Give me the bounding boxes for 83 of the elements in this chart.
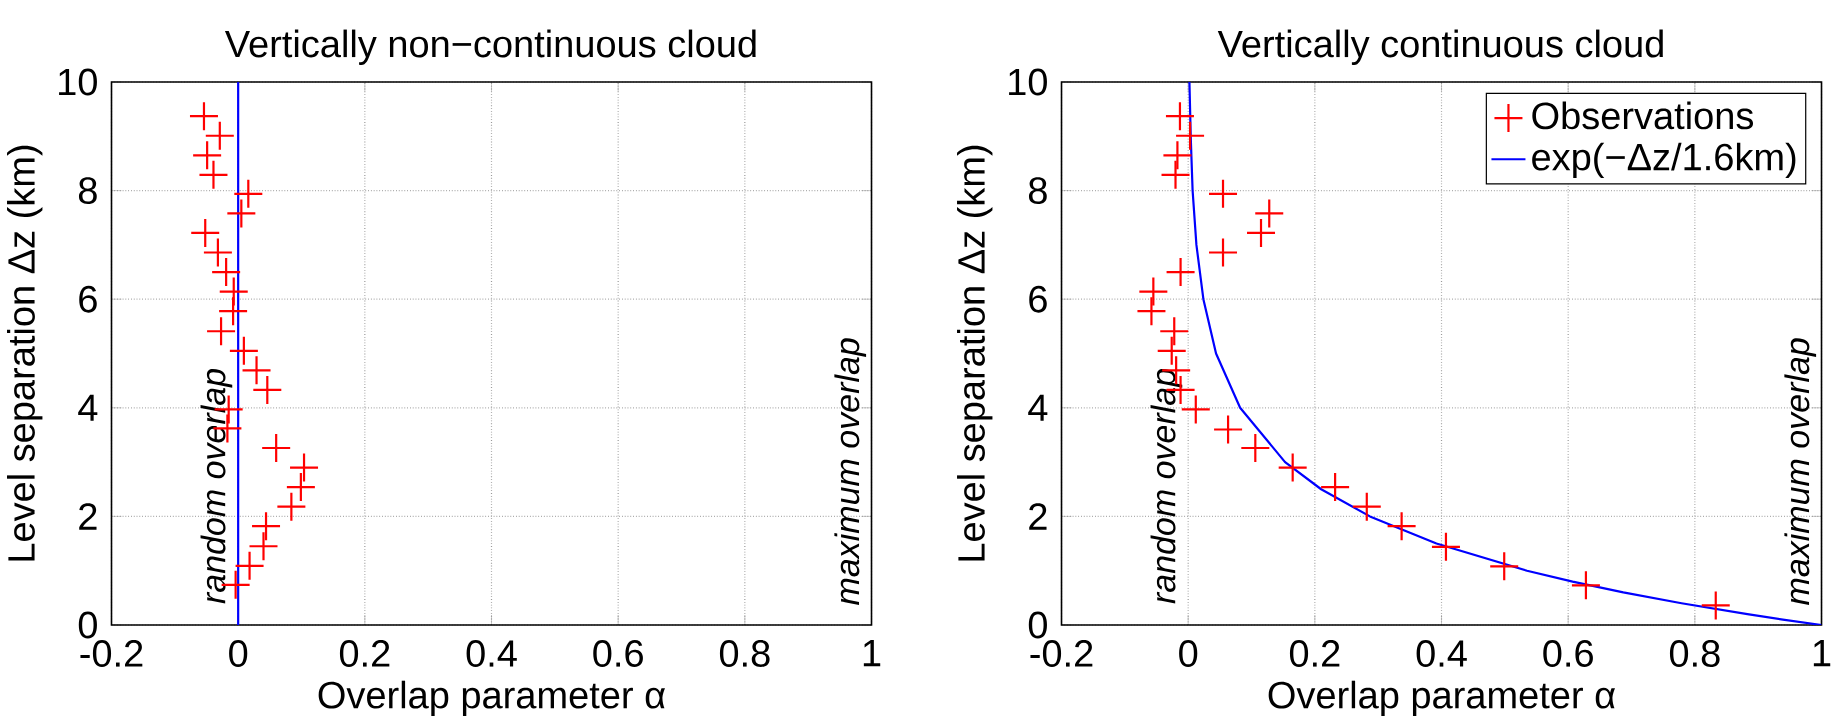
x-tick-label: 1	[1813, 640, 1831, 667]
point	[277, 492, 306, 521]
point	[1165, 102, 1194, 131]
point	[1352, 492, 1381, 521]
point	[207, 317, 236, 346]
point	[1209, 238, 1238, 267]
point	[1161, 160, 1190, 189]
legend-label: exp(−Δz/1.6km)	[1532, 142, 1796, 179]
x-tick-label: 0.8	[719, 640, 770, 667]
point	[1278, 453, 1307, 482]
point	[242, 356, 271, 385]
point	[1176, 121, 1205, 150]
x-tick-label: -0.2	[80, 640, 143, 667]
point	[1157, 336, 1186, 365]
y-tick-label: 6	[1029, 285, 1047, 313]
x-tick-label: 1	[863, 640, 881, 667]
y-tick-label: 6	[79, 285, 97, 313]
point	[1160, 317, 1189, 346]
x-axis-title: Overlap parameter α	[1268, 680, 1616, 716]
point	[252, 512, 281, 541]
annotation: maximum overlap	[1784, 338, 1817, 605]
annotation: maximum overlap	[834, 338, 867, 605]
x-tick-label: 0	[229, 640, 248, 667]
point	[262, 433, 291, 462]
x-tick-label: 0.4	[1416, 640, 1467, 667]
x-tick-label: 0	[1179, 640, 1198, 667]
y-tick-label: 8	[1028, 177, 1047, 205]
point	[1321, 473, 1350, 502]
point	[191, 218, 220, 247]
point	[189, 102, 218, 131]
point	[253, 375, 282, 404]
point	[227, 199, 256, 228]
point	[1137, 297, 1166, 326]
x-tick-label: 0.4	[466, 640, 517, 667]
point	[193, 141, 222, 170]
point	[235, 551, 264, 580]
point	[1490, 552, 1519, 581]
y-tick-label: 2	[1029, 503, 1047, 530]
line-series	[1188, 81, 1822, 625]
y-axis-title: Level separation Δz (km)	[7, 145, 43, 561]
point	[205, 121, 234, 150]
chart-title: Vertically non−continuous cloud	[224, 29, 756, 65]
y-tick-label: 10	[1009, 68, 1047, 96]
y-tick-label: 4	[78, 394, 98, 421]
x-tick-label: 0.6	[1543, 640, 1593, 667]
point	[1163, 141, 1192, 170]
annotation: random overlap	[1150, 369, 1183, 604]
y-tick-label: 10	[59, 68, 97, 96]
x-tick-label: 0.8	[1669, 640, 1720, 667]
annotation: random overlap	[200, 369, 233, 604]
point	[1214, 415, 1243, 444]
point	[1166, 258, 1195, 287]
x-axis-title: Overlap parameter α	[318, 680, 666, 716]
point	[1431, 532, 1460, 561]
y-tick-label: 8	[78, 177, 97, 205]
point	[212, 258, 241, 287]
y-tick-label: 2	[79, 503, 97, 530]
x-tick-label: 0.2	[339, 640, 390, 667]
x-tick-label: 0.2	[1289, 640, 1340, 667]
point	[199, 160, 228, 189]
point	[1387, 512, 1416, 541]
y-tick-label: 4	[1028, 394, 1048, 421]
point	[1241, 433, 1270, 462]
x-tick-label: -0.2	[1030, 640, 1093, 667]
point	[234, 179, 263, 208]
x-tick-label: 0.6	[593, 640, 643, 667]
point	[1701, 591, 1730, 620]
point	[1571, 571, 1600, 600]
point	[249, 532, 278, 561]
point	[290, 453, 319, 482]
point	[286, 473, 315, 502]
point	[1181, 395, 1210, 424]
legend-label: Observations	[1532, 101, 1754, 130]
point	[203, 238, 232, 267]
point	[229, 336, 258, 365]
y-tick-label: 0	[78, 611, 97, 639]
point	[1255, 199, 1284, 228]
point	[219, 297, 248, 326]
point	[1247, 218, 1276, 247]
chart-title: Vertically continuous cloud	[1217, 29, 1663, 65]
y-tick-label: 0	[1028, 611, 1047, 639]
y-axis-title: Level separation Δz (km)	[957, 145, 993, 561]
point	[1209, 179, 1238, 208]
